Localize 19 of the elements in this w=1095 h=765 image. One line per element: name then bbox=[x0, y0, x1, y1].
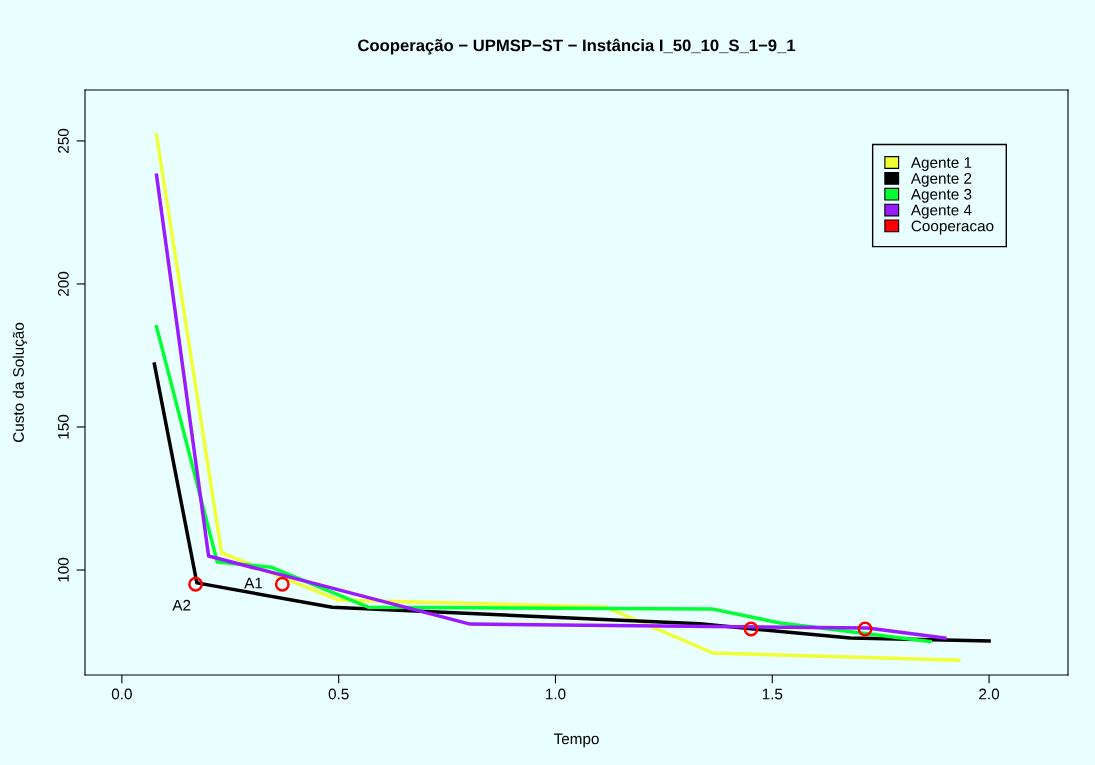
x-tick-label: 1.0 bbox=[546, 688, 566, 700]
annotation: A2 bbox=[172, 599, 191, 611]
legend-label: Agente 4 bbox=[910, 204, 972, 219]
legend-label: Agente 3 bbox=[910, 188, 972, 203]
y-tick-label: 200 bbox=[57, 271, 69, 296]
legend-label: Cooperacao bbox=[911, 220, 994, 235]
annotation: A1 bbox=[244, 577, 263, 589]
chart-title: Cooperação − UPMSP−ST − Instância I_50_10_S_1−9_1 bbox=[358, 38, 796, 55]
y-tick-label: 150 bbox=[57, 414, 69, 439]
y-tick-label: 100 bbox=[57, 557, 69, 582]
x-tick-label: 0.0 bbox=[111, 688, 132, 700]
x-tick-label: 2.0 bbox=[979, 688, 1000, 700]
x-axis-title: Tempo bbox=[553, 733, 599, 748]
y-axis-title: Custo da Solução bbox=[12, 322, 28, 443]
legend-label: Agente 1 bbox=[910, 157, 972, 171]
y-tick-label: 250 bbox=[57, 128, 69, 153]
legend-label: Agente 2 bbox=[910, 173, 972, 187]
x-tick-label: 1.5 bbox=[762, 688, 783, 700]
x-tick-label: 0.5 bbox=[328, 688, 349, 700]
